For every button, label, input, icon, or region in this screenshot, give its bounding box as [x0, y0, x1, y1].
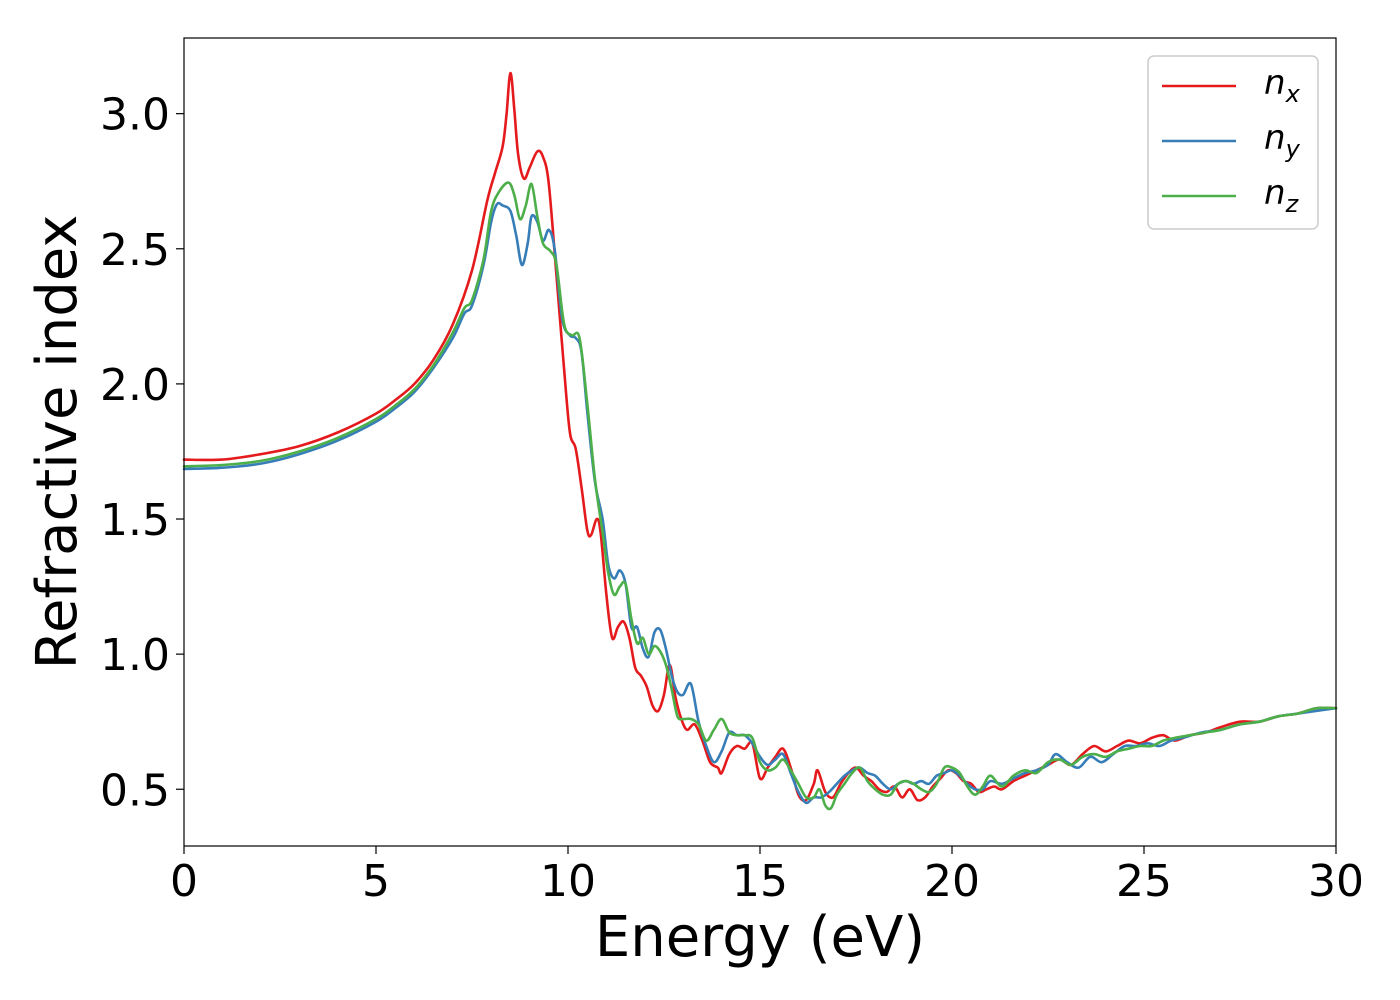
legend-label-ny: ny [1264, 118, 1301, 163]
series-line-ny [182, 201, 1338, 805]
x-tick-label: 10 [540, 856, 596, 907]
x-tick-label: 15 [732, 856, 788, 907]
x-tick-label: 30 [1308, 856, 1364, 907]
x-tick-label: 25 [1116, 856, 1172, 907]
legend: nx ny nz [1147, 55, 1319, 230]
y-tick-label: 1.0 [100, 630, 170, 681]
legend-items: nx ny nz [1162, 63, 1301, 218]
y-axis: 0.5 1.0 1.5 2.0 2.5 3.0 [100, 90, 184, 816]
legend-label-nz: nz [1264, 173, 1300, 218]
legend-label-nx: nx [1264, 63, 1301, 108]
y-tick-label: 1.5 [100, 495, 170, 546]
series-layer [182, 71, 1338, 811]
legend-frame [1147, 55, 1319, 230]
x-tick-label: 5 [362, 856, 390, 907]
x-tick-label: 0 [170, 856, 198, 907]
x-tick-label: 20 [924, 856, 980, 907]
series-line-nz [182, 181, 1338, 811]
y-axis-title: Refractive index [25, 215, 90, 670]
x-axis: 0 5 10 15 20 25 30 [170, 846, 1364, 907]
y-tick-label: 0.5 [100, 765, 170, 816]
x-axis-title: Energy (eV) [595, 905, 925, 970]
y-tick-label: 2.5 [100, 225, 170, 276]
y-tick-label: 3.0 [100, 90, 170, 141]
y-tick-label: 2.0 [100, 360, 170, 411]
